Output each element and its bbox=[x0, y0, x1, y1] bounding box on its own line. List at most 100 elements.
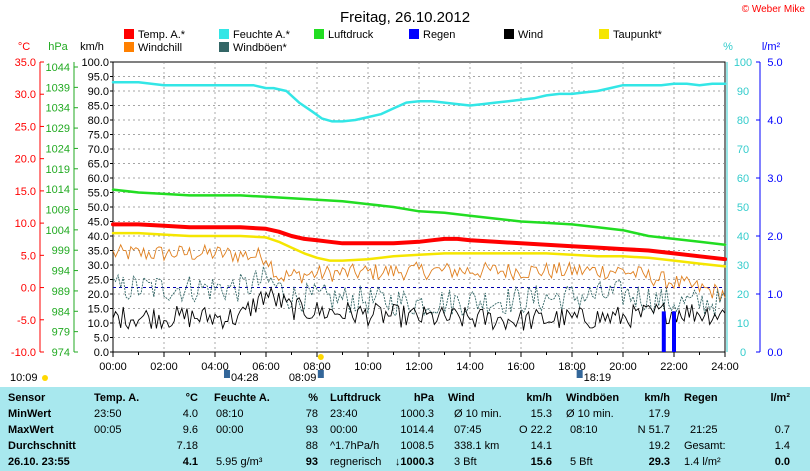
wind-distance: 338.1 km bbox=[454, 440, 500, 452]
rain-unit-label: l/m² bbox=[762, 41, 781, 53]
kmh-tick-label: 0.0 bbox=[94, 347, 109, 359]
pct-tick-label: 0 bbox=[740, 347, 746, 359]
marker-label: 18:19 bbox=[584, 372, 612, 384]
wind-avg-label: Ø 10 min. bbox=[454, 408, 502, 420]
chart-axes: km/h100.095.090.085.080.075.070.065.060.… bbox=[11, 41, 783, 373]
marker-label: 04:28 bbox=[231, 372, 259, 384]
rain-total-label: Gesamt: bbox=[684, 440, 726, 452]
row-label-sensor: Sensor bbox=[8, 392, 46, 404]
marker-flag-icon bbox=[576, 370, 583, 378]
wind-header: Wind bbox=[448, 392, 475, 404]
x-tick-label: 24:00 bbox=[711, 361, 739, 373]
temp-unit: °C bbox=[185, 392, 198, 404]
wind-max-dir: O 22.2 bbox=[518, 424, 552, 436]
x-tick-label: 04:00 bbox=[201, 361, 229, 373]
hpa-tick-label: 1029 bbox=[46, 123, 70, 135]
hpa-tick-label: 1024 bbox=[46, 143, 70, 155]
kmh-tick-label: 90.0 bbox=[88, 86, 109, 98]
marker-label: 10:09 bbox=[10, 372, 38, 384]
series-line bbox=[112, 286, 726, 331]
hpa-tick-label: 1044 bbox=[46, 62, 70, 74]
pct-tick-label: 100 bbox=[734, 57, 752, 69]
series-line bbox=[111, 231, 727, 268]
hpa-unit-label: hPa bbox=[48, 41, 68, 53]
x-tick-label: 10:00 bbox=[354, 361, 382, 373]
pct-tick-label: 50 bbox=[737, 202, 749, 214]
plot-area bbox=[111, 81, 727, 352]
press-max-time: 00:00 bbox=[330, 424, 358, 436]
press-forecast: regnerisch bbox=[330, 456, 382, 468]
wind-unit: km/h bbox=[526, 392, 552, 404]
press-min: 1000.3 bbox=[400, 408, 434, 420]
kmh-tick-label: 60.0 bbox=[88, 173, 109, 185]
temp-current: 4.1 bbox=[182, 456, 198, 468]
temp-tick-label: -5.0 bbox=[17, 315, 36, 327]
rain-bar bbox=[661, 311, 666, 352]
pct-tick-label: 60 bbox=[737, 173, 749, 185]
hpa-tick-label: 1034 bbox=[46, 103, 70, 115]
legend-swatch bbox=[504, 29, 514, 39]
hum-max-time: 00:00 bbox=[216, 424, 244, 436]
press-min-time: 23:40 bbox=[330, 408, 358, 420]
rain-header: Regen bbox=[684, 392, 718, 404]
series-line bbox=[111, 81, 727, 123]
hum-min-time: 08:10 bbox=[216, 408, 244, 420]
kmh-tick-label: 75.0 bbox=[88, 130, 109, 142]
rain-unit: l/m² bbox=[770, 392, 790, 404]
kmh-tick-label: 55.0 bbox=[88, 188, 109, 200]
kmh-tick-label: 45.0 bbox=[88, 217, 109, 229]
x-tick-label: 12:00 bbox=[405, 361, 433, 373]
hum-avg: 88 bbox=[305, 440, 318, 452]
temp-avg: 7.18 bbox=[176, 440, 198, 452]
legend-label: Windchill bbox=[138, 42, 182, 54]
arrow-down-icon: ↓ bbox=[394, 456, 401, 468]
kmh-tick-label: 30.0 bbox=[88, 260, 109, 272]
series-line bbox=[111, 188, 727, 246]
rain-max: 0.7 bbox=[774, 424, 790, 436]
legend-swatch bbox=[219, 29, 229, 39]
legend-label: Temp. A.* bbox=[138, 29, 186, 41]
temp-min: 4.0 bbox=[182, 408, 198, 420]
hum-current: 93 bbox=[305, 456, 318, 468]
event-markers: 10:09 04:28 08:09 18:19 bbox=[10, 354, 611, 384]
press-current: ↓1000.3 bbox=[380, 456, 434, 469]
gust-max-time: 08:10 bbox=[570, 424, 598, 436]
chart-title: Freitag, 26.10.2012 bbox=[340, 9, 470, 26]
temp-header: Temp. A. bbox=[94, 392, 140, 404]
pct-tick-label: 40 bbox=[737, 231, 749, 243]
kmh-tick-label: 5.0 bbox=[94, 333, 109, 345]
legend-swatch bbox=[409, 29, 419, 39]
gust-unit: km/h bbox=[644, 392, 670, 404]
press-trend: ^1.7hPa/h bbox=[330, 440, 380, 452]
wind-distance-value: 14.1 bbox=[530, 440, 552, 452]
wind-bft: 3 Bft bbox=[454, 456, 477, 468]
row-label-avg: Durchschnitt bbox=[8, 440, 76, 452]
x-tick-label: 20:00 bbox=[609, 361, 637, 373]
kmh-tick-label: 40.0 bbox=[88, 231, 109, 243]
legend-swatch bbox=[599, 29, 609, 39]
rain-tick-label: 3.0 bbox=[767, 173, 782, 185]
kmh-tick-label: 50.0 bbox=[88, 202, 109, 214]
hpa-tick-label: 1014 bbox=[46, 184, 70, 196]
press-max: 1014.4 bbox=[400, 424, 434, 436]
pct-unit-label: % bbox=[723, 41, 733, 53]
wind-current: 15.6 bbox=[530, 456, 552, 468]
legend-swatch bbox=[314, 29, 324, 39]
row-label-max: MaxWert bbox=[8, 424, 54, 436]
copyright-label: © Weber Mike bbox=[742, 4, 806, 15]
legend-label: Wind bbox=[518, 29, 543, 41]
series-line bbox=[111, 222, 727, 262]
hpa-tick-label: 974 bbox=[52, 347, 70, 359]
wind-avg-value: 15.3 bbox=[530, 408, 552, 420]
gust-header: Windböen bbox=[566, 392, 620, 404]
marker-flag-icon bbox=[317, 370, 324, 378]
legend-swatch bbox=[219, 42, 229, 52]
marker-label: 08:09 bbox=[289, 372, 317, 384]
kmh-tick-label: 65.0 bbox=[88, 159, 109, 171]
hpa-tick-label: 1039 bbox=[46, 82, 70, 94]
legend-label: Regen bbox=[423, 29, 455, 41]
hum-max: 93 bbox=[305, 424, 318, 436]
gust-avg-value: 17.9 bbox=[648, 408, 670, 420]
hpa-tick-label: 999 bbox=[52, 245, 70, 257]
hpa-tick-label: 979 bbox=[52, 327, 70, 339]
